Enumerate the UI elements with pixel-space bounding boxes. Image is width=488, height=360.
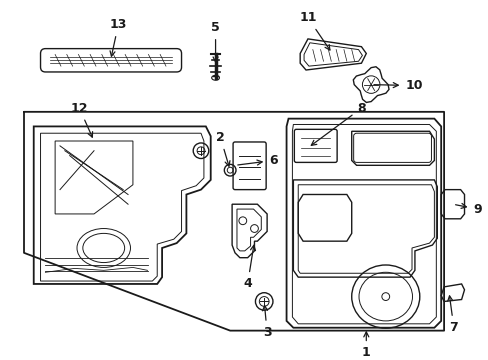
Text: 10: 10 bbox=[373, 79, 422, 92]
Text: 9: 9 bbox=[455, 203, 481, 216]
Text: 4: 4 bbox=[243, 245, 255, 290]
Text: 7: 7 bbox=[447, 296, 457, 334]
Text: 6: 6 bbox=[237, 154, 277, 167]
Text: 1: 1 bbox=[361, 332, 370, 359]
Text: 13: 13 bbox=[109, 18, 127, 56]
Text: 2: 2 bbox=[216, 131, 229, 166]
Text: 12: 12 bbox=[71, 102, 92, 137]
Text: 11: 11 bbox=[299, 11, 329, 50]
Text: 8: 8 bbox=[311, 102, 365, 145]
Text: 5: 5 bbox=[211, 21, 220, 62]
Text: 3: 3 bbox=[262, 306, 271, 339]
